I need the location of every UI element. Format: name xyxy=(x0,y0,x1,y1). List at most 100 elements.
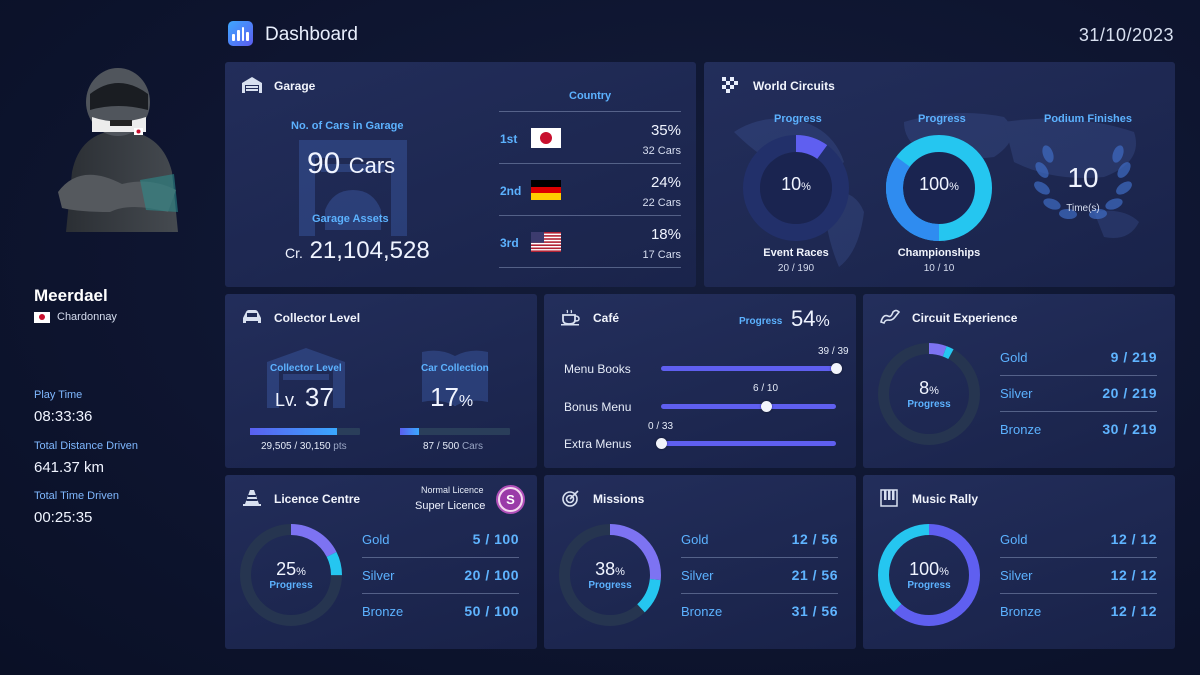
japan-flag-icon xyxy=(34,312,50,323)
medal-row-gold: Gold 12 / 56 xyxy=(681,522,838,558)
laurel-wreath-icon xyxy=(1034,145,1132,220)
progress-sub-label: Progress xyxy=(269,580,313,591)
usa-flag-icon xyxy=(531,232,561,252)
progress-sub-label: Progress xyxy=(907,580,951,591)
cars-count-unit: Cars xyxy=(348,153,396,178)
cars-count: 90 Cars xyxy=(307,147,395,181)
pct-number: 100 xyxy=(919,174,950,194)
book-icon xyxy=(422,350,488,406)
garage-panel[interactable]: Garage No. of Cars in Garage 90 Cars Gar… xyxy=(225,62,696,287)
page-title: Dashboard xyxy=(265,24,358,45)
collector-level-bar-fill xyxy=(250,428,337,435)
medal-value: 31 / 56 xyxy=(791,603,838,619)
menu-books-track xyxy=(661,366,836,371)
country-rank: 2nd xyxy=(500,184,522,198)
cafe-panel[interactable]: Café Progress 54% xyxy=(544,294,856,468)
collector-level-bar xyxy=(250,428,360,435)
ring-progress-a xyxy=(559,524,661,626)
garage-assets-value: Cr. 21,104,528 xyxy=(285,237,430,265)
circuit-experience-title: Circuit Experience xyxy=(912,311,1018,325)
country-rank: 1st xyxy=(500,132,518,146)
collector-level-label: Collector Level xyxy=(270,363,342,374)
medal-name: Bronze xyxy=(681,604,723,619)
stat-label-time-driven: Total Time Driven xyxy=(34,490,119,502)
medal-value: 5 / 100 xyxy=(472,531,519,547)
medal-value: 20 / 100 xyxy=(464,567,519,583)
event-races-progress-label: Progress xyxy=(774,113,822,125)
pct-unit: % xyxy=(801,181,811,193)
world-circuits-panel[interactable]: World Circuits Progress 10% Event Races … xyxy=(704,62,1175,287)
collector-level-panel[interactable]: Collector Level Collector Level Lv. 37 2… xyxy=(225,294,537,468)
medal-row-bronze: Bronze 12 / 12 xyxy=(1000,594,1157,630)
extra-menus-thumb[interactable] xyxy=(655,438,667,449)
pct-number: 10 xyxy=(781,174,802,194)
medal-row-silver: Silver 20 / 219 xyxy=(1000,376,1157,412)
championships-count: 10 / 10 xyxy=(923,263,955,274)
stat-value-distance: 641.37 km xyxy=(34,459,105,476)
world-circuits-title: World Circuits xyxy=(753,79,835,93)
bonus-menu-thumb[interactable] xyxy=(760,401,772,412)
extra-menus-label: Extra Menus xyxy=(564,437,632,451)
menu-books-label: Menu Books xyxy=(564,362,631,376)
collector-level-progress: 29,505 / 30,150 pts xyxy=(261,441,347,452)
garage-assets-label: Garage Assets xyxy=(312,213,389,225)
championships-progress-label: Progress xyxy=(918,113,966,125)
checkered-flag-icon xyxy=(722,77,738,93)
missions-panel[interactable]: Missions 38% Progress Gold 12 / 56 Silver… xyxy=(544,475,856,649)
country-row-1: 1st 35% 32 Cars xyxy=(499,112,681,164)
extra-menus-track xyxy=(661,441,836,446)
cafe-progress-label: Progress xyxy=(739,316,783,327)
country-divider xyxy=(499,111,681,112)
coffee-cup-icon xyxy=(561,309,580,326)
medal-row-silver: Silver 21 / 56 xyxy=(681,558,838,594)
car-collection-value: 17% xyxy=(430,382,473,413)
target-icon xyxy=(562,490,579,507)
driver-avatar xyxy=(58,68,178,232)
menu-books-thumb[interactable] xyxy=(830,363,842,374)
driver-car: Chardonnay xyxy=(57,311,117,323)
traffic-cone-icon xyxy=(243,490,261,506)
licence-centre-center: 25% Progress xyxy=(239,559,343,591)
pct-number: 100 xyxy=(909,559,940,579)
championships-pct: 100% xyxy=(885,174,993,195)
credits-amount: 21,104,528 xyxy=(309,237,430,264)
current-date: 31/10/2023 xyxy=(1078,25,1174,45)
music-rally-panel[interactable]: Music Rally 100% Progress Gold 12 / 12 Si… xyxy=(863,475,1175,649)
car-collection-bar-fill xyxy=(400,428,419,435)
podium-finishes-label: Podium Finishes xyxy=(1044,113,1133,125)
country-count: 32 Cars xyxy=(642,145,681,157)
missions-center: 38% Progress xyxy=(558,559,662,591)
medal-value: 12 / 12 xyxy=(1110,531,1157,547)
medal-value: 12 / 12 xyxy=(1110,567,1157,583)
pct-unit: % xyxy=(615,566,625,578)
garage-icon xyxy=(242,77,262,93)
collector-level-value: Lv. 37 xyxy=(275,382,334,413)
driver-name: Meerdael xyxy=(34,286,108,305)
medal-row-bronze: Bronze 30 / 219 xyxy=(1000,412,1157,448)
medal-name: Silver xyxy=(362,568,395,583)
medal-value: 30 / 219 xyxy=(1102,421,1157,437)
circuit-track-icon xyxy=(880,309,901,325)
circuit-experience-panel[interactable]: Circuit Experience 8% Progress Gold 9 / 2… xyxy=(863,294,1175,468)
pct-number: 8 xyxy=(919,378,930,398)
circuit-experience-center: 8% Progress xyxy=(877,378,981,410)
medal-value: 9 / 219 xyxy=(1110,349,1157,365)
pct-unit: % xyxy=(939,566,949,578)
ring-inner xyxy=(903,152,975,224)
medal-name: Silver xyxy=(681,568,714,583)
ring-progress xyxy=(743,135,849,241)
licence-centre-panel[interactable]: Licence Centre Normal Licence Super Lice… xyxy=(225,475,537,649)
licence-centre-medals: Gold 5 / 100 Silver 20 / 100 Bronze 50 / 10… xyxy=(362,522,519,630)
event-races-name: Event Races xyxy=(763,247,829,259)
championships-ring xyxy=(886,135,992,241)
car-collection-bar xyxy=(400,428,510,435)
medal-name: Bronze xyxy=(1000,422,1042,437)
ring-progress-a xyxy=(878,343,980,445)
cafe-progress-value: 54% xyxy=(791,306,830,332)
medal-row-bronze: Bronze 31 / 56 xyxy=(681,594,838,630)
country-header: Country xyxy=(569,90,612,102)
missions-medals: Gold 12 / 56 Silver 21 / 56 Bronze 31 / 56 xyxy=(681,522,838,630)
ring-progress-a xyxy=(240,524,342,626)
collection-number: 17 xyxy=(430,382,459,412)
normal-licence-label: Normal Licence xyxy=(421,485,484,495)
